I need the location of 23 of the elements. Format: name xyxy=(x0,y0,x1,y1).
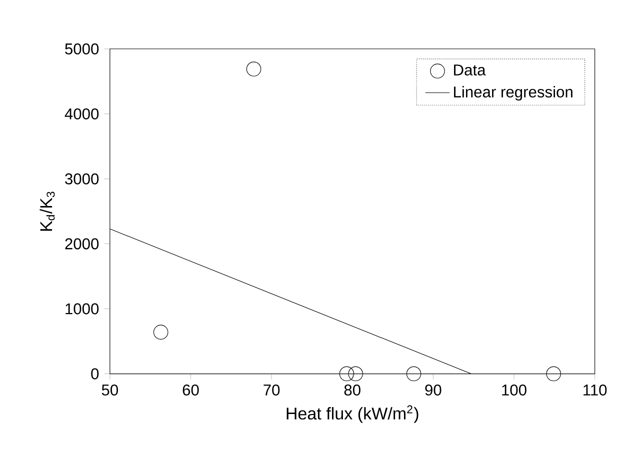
y-tick-label: 2000 xyxy=(65,238,99,250)
x-tick-label: 110 xyxy=(584,384,607,396)
y-tick-label: 5000 xyxy=(65,43,99,54)
y-tick-label: 0 xyxy=(91,368,99,380)
point xyxy=(153,324,168,340)
legend-label: Data xyxy=(454,64,486,76)
point xyxy=(348,366,363,382)
x-tick-label: 80 xyxy=(344,384,360,396)
y-tick-label: 3000 xyxy=(65,173,99,184)
x-tick-label: 100 xyxy=(502,384,526,396)
point xyxy=(246,62,262,76)
x-tick-label: 90 xyxy=(425,384,442,396)
point xyxy=(546,366,561,382)
x-axis-title: Heat flux (kW/m$^{2}$) xyxy=(286,405,418,423)
x-tick-label: 50 xyxy=(102,384,118,396)
legend-label: Linear regression xyxy=(454,86,572,101)
point xyxy=(406,366,422,382)
y-axis-title: K$_{d}$/K$_{3}$ xyxy=(40,192,55,231)
y-tick-label: 1000 xyxy=(66,303,99,314)
x-tick-label: 70 xyxy=(264,384,280,396)
x-tick-label: 60 xyxy=(182,384,199,396)
y-tick-label: 4000 xyxy=(64,108,99,120)
point xyxy=(339,366,354,382)
